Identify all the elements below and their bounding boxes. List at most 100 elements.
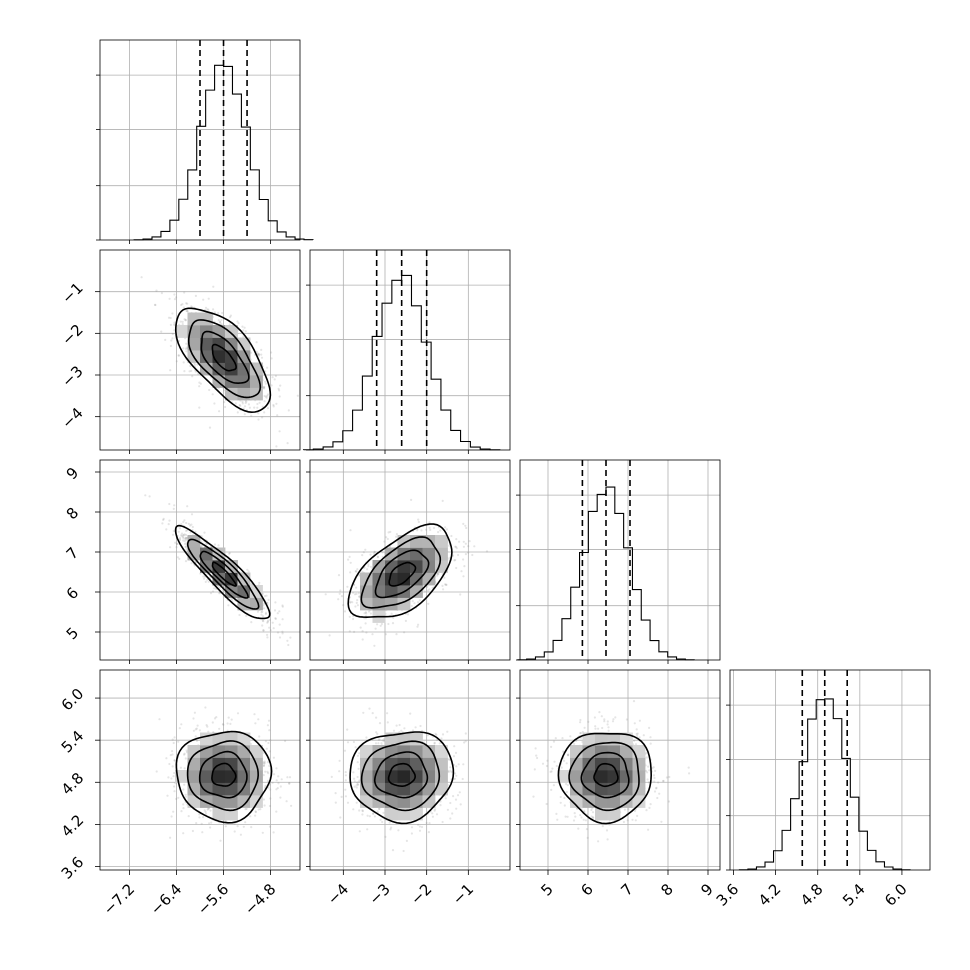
scatter-point (195, 727, 198, 730)
scatter-point (263, 602, 266, 605)
density-cell (385, 807, 398, 821)
scatter-point (553, 760, 556, 763)
scatter-point (254, 722, 257, 725)
scatter-point (239, 404, 242, 407)
scatter-point (356, 761, 359, 764)
scatter-point (473, 545, 476, 548)
scatter-point (179, 536, 182, 539)
scatter-point (373, 551, 376, 554)
scatter-point (266, 394, 269, 397)
scatter-point (266, 621, 269, 624)
density-cell (410, 795, 423, 808)
scatter-point (328, 634, 331, 637)
scatter-point (200, 544, 203, 547)
scatter-point (206, 808, 209, 811)
scatter-point (437, 572, 440, 576)
hist-grid-3 (730, 704, 930, 817)
scatter-point (281, 618, 284, 621)
scatter-point (262, 607, 265, 610)
scatter-point (343, 610, 347, 613)
scatter-point (267, 719, 271, 722)
scatter-point (287, 643, 290, 647)
scatter-point (261, 615, 265, 618)
scatter-point (273, 609, 277, 612)
scatter-point (381, 739, 384, 742)
scatter-point (236, 411, 239, 414)
scatter-point (355, 570, 358, 573)
scatter-point (382, 811, 385, 815)
scatter-point (373, 815, 376, 818)
scatter-point (417, 520, 420, 524)
scatter-point (217, 319, 220, 322)
scatter-point (355, 592, 358, 596)
scatter-point (222, 723, 225, 726)
scatter-point (267, 598, 270, 602)
scatter-point (182, 788, 185, 791)
contour-level-3 (349, 731, 455, 825)
scatter-point (223, 389, 226, 392)
contours-3-0 (175, 730, 273, 824)
scatter-point (221, 311, 224, 315)
scatter-point (361, 638, 364, 641)
scatter-point (260, 356, 264, 359)
scatter-point (352, 617, 355, 621)
contours-1-0 (175, 307, 272, 414)
scatter-point (556, 818, 559, 821)
density-cell (237, 795, 251, 808)
density-cell (187, 795, 201, 808)
scatter-point (372, 552, 376, 555)
scatter-point (236, 320, 239, 323)
density-cell (397, 572, 411, 586)
scatter-point (185, 533, 188, 537)
scatter-point (168, 762, 171, 766)
scatter-point (215, 716, 218, 719)
scatter-point (552, 784, 556, 787)
scatter-point (179, 534, 183, 537)
scatter-point (266, 770, 269, 773)
scatter-point (364, 611, 367, 614)
panel-frame-0-0 (99, 39, 301, 241)
density-cell (435, 745, 448, 758)
scatter-point (348, 630, 351, 633)
scatter-point (455, 538, 458, 541)
scatter-point (286, 442, 289, 445)
scatter-point (182, 520, 185, 524)
scatter-point (264, 382, 267, 385)
scatter-point (262, 798, 265, 801)
scatter-point (257, 808, 260, 811)
density-cell (187, 745, 201, 758)
scatter-point (652, 766, 655, 769)
scatter-point (266, 393, 269, 396)
scatter-point (233, 822, 236, 826)
scatter-point (187, 522, 190, 525)
scatter-point (275, 445, 278, 448)
scatter-point (162, 517, 165, 521)
scatter-point (349, 600, 352, 603)
scatter-point (363, 612, 366, 615)
scatter-point (255, 350, 258, 353)
scatter-point (435, 813, 439, 816)
scatter-point (355, 586, 358, 589)
scatter-point (208, 822, 211, 825)
density-cell (200, 757, 213, 771)
scatter-point (219, 321, 222, 324)
hist-grid-1 (310, 284, 510, 397)
scatter-point (374, 627, 377, 630)
scatter-point (192, 729, 195, 732)
panel-frame-2-0 (99, 459, 301, 661)
scatter-point (267, 619, 270, 622)
scatter-point (165, 757, 168, 760)
scatter-point (228, 551, 231, 555)
density-cell (187, 782, 201, 796)
scatter-point (378, 807, 381, 810)
scatter-point (346, 585, 349, 588)
scatter-point (426, 585, 429, 589)
scatter-point (179, 320, 182, 323)
scatter-point (462, 522, 465, 526)
scatter-point (167, 776, 170, 779)
scatter-point (284, 739, 287, 743)
contour-level-1 (198, 750, 248, 799)
scatter-point (579, 731, 583, 735)
scatter-point (356, 754, 359, 757)
scatter-point (198, 813, 201, 816)
